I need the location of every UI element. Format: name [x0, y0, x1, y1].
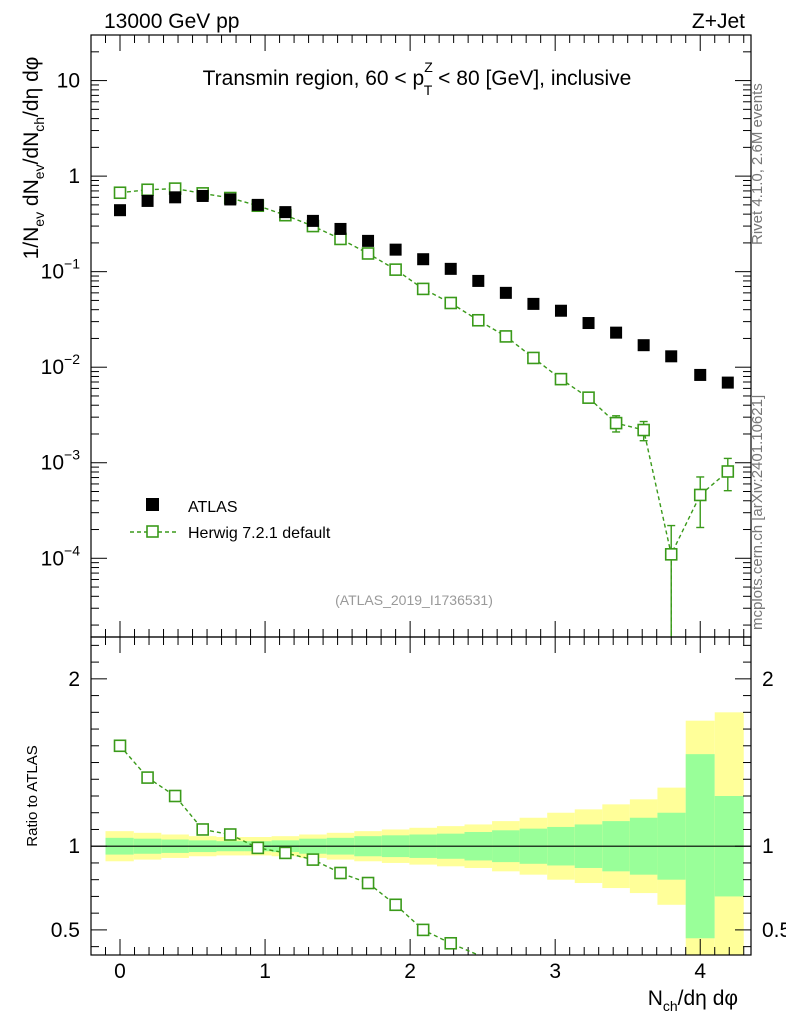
- ratio-y-axis-label: Ratio to ATLAS: [24, 745, 41, 846]
- legend-atlas-label: ATLAS: [188, 499, 238, 516]
- ratio-point: [196, 823, 209, 836]
- main-axis-ticks: 10 1 10−1 10−2 10−3 10−4: [41, 34, 751, 637]
- atlas-point: [334, 222, 347, 235]
- x-tick-label: 4: [694, 960, 706, 983]
- legend-herwig-label: Herwig 7.2.1 default: [188, 525, 331, 542]
- atlas-point: [721, 376, 734, 389]
- main-y-tick-label: 10−2: [41, 351, 81, 379]
- main-y-tick-label: 10−4: [41, 542, 81, 570]
- atlas-point: [279, 206, 292, 219]
- herwig-point: [389, 263, 402, 276]
- atlas-point: [169, 191, 182, 204]
- atlas-point: [637, 339, 650, 352]
- ratio-y-tick-label: 1: [68, 835, 80, 858]
- analysis-reference: (ATLAS_2019_I1736531): [335, 592, 493, 608]
- ratio-point: [168, 789, 182, 803]
- atlas-point: [499, 286, 512, 299]
- atlas-point: [694, 368, 707, 381]
- herwig-point: [444, 296, 458, 310]
- main-panel-frame: [90, 34, 752, 638]
- atlas-point: [665, 350, 678, 363]
- rivet-label: Rivet 4.1.0, 2.6M events: [749, 83, 766, 245]
- chart-title: Transmin region, 60 < pZ T < 80 [GeV], in…: [203, 59, 632, 98]
- atlas-point: [196, 189, 209, 202]
- main-y-tick-label: 10: [57, 70, 80, 93]
- ratio-point: [141, 771, 154, 784]
- x-tick-label: 3: [549, 960, 561, 983]
- herwig-point: [554, 372, 568, 386]
- ratio-point: [251, 841, 265, 855]
- legend-atlas-marker: [146, 498, 159, 511]
- main-y-tick-label: 10−3: [41, 447, 81, 475]
- herwig-point: [582, 391, 595, 404]
- atlas-point: [582, 317, 595, 330]
- ratio-point: [306, 853, 320, 866]
- atlas-point: [472, 274, 485, 287]
- herwig-point: [113, 186, 127, 200]
- x-tick-label: 0: [114, 960, 126, 983]
- atlas-series: [114, 189, 734, 389]
- atlas-point: [444, 262, 457, 275]
- herwig-point: [721, 465, 735, 478]
- ratio-uncertainty-bands: [91, 712, 751, 955]
- herwig-point: [141, 183, 154, 197]
- mc-series: [113, 182, 735, 637]
- ratio-panel-frame: [90, 636, 752, 956]
- ratio-point: [389, 898, 402, 912]
- herwig-point: [609, 416, 623, 430]
- atlas-point: [141, 194, 154, 207]
- ratio-point: [113, 739, 127, 753]
- herwig-point: [416, 282, 430, 296]
- ratio-y-tick-label-right: 2: [762, 668, 774, 691]
- herwig-point: [471, 313, 485, 327]
- ratio-point: [223, 828, 237, 841]
- header-left: 13000 GeV pp: [104, 10, 239, 33]
- herwig-point: [527, 351, 540, 365]
- herwig-point: [693, 488, 707, 502]
- x-tick-label: 1: [259, 960, 271, 983]
- atlas-point: [362, 234, 375, 247]
- ratio-y-tick-label: 2: [68, 668, 80, 691]
- main-y-tick-label: 10−1: [41, 256, 81, 284]
- herwig-point: [499, 330, 513, 343]
- ratio-point: [416, 923, 430, 937]
- legend-herwig-marker: [146, 525, 159, 538]
- atlas-point: [417, 253, 430, 266]
- x-tick-label: 2: [404, 960, 416, 983]
- ratio-axis-ticks: 0.5 0.5 1 1 2 2 0 1 2 3 4: [51, 637, 786, 983]
- ratio-series: [113, 739, 479, 956]
- herwig-point: [637, 423, 650, 437]
- ratio-y-tick-label-right: 0.5: [762, 919, 786, 942]
- atlas-point: [610, 326, 623, 339]
- ratio-y-tick-label: 0.5: [51, 919, 80, 942]
- ratio-point: [361, 876, 375, 890]
- herwig-point: [361, 247, 375, 260]
- atlas-point: [527, 297, 540, 310]
- atlas-point: [251, 198, 264, 211]
- main-y-axis-label: 1/Nev dNev/dNch/dη dφ: [20, 57, 47, 260]
- herwig-point: [334, 232, 347, 246]
- herwig-point: [664, 548, 678, 561]
- legend: ATLAS Herwig 7.2.1 default: [130, 498, 331, 542]
- atlas-point: [114, 204, 127, 217]
- ratio-point: [444, 936, 458, 950]
- ratio-point: [279, 846, 292, 860]
- atlas-point: [306, 214, 319, 227]
- ratio-y-tick-label-right: 1: [762, 835, 774, 858]
- atlas-point: [554, 304, 567, 317]
- atlas-point: [224, 193, 237, 206]
- ratio-point: [334, 866, 347, 880]
- main-y-tick-label: 1: [68, 165, 80, 188]
- atlas-point: [389, 243, 402, 256]
- x-axis-label: Nch/dη dφ: [648, 987, 738, 1014]
- svg-text:1/Nev dNev/dNch/dη dφ: 1/Nev dNev/dNch/dη dφ: [20, 57, 47, 260]
- mcplots-label: mcplots.cern.ch [arXiv:2401.10621]: [749, 395, 766, 630]
- header-right: Z+Jet: [692, 10, 745, 33]
